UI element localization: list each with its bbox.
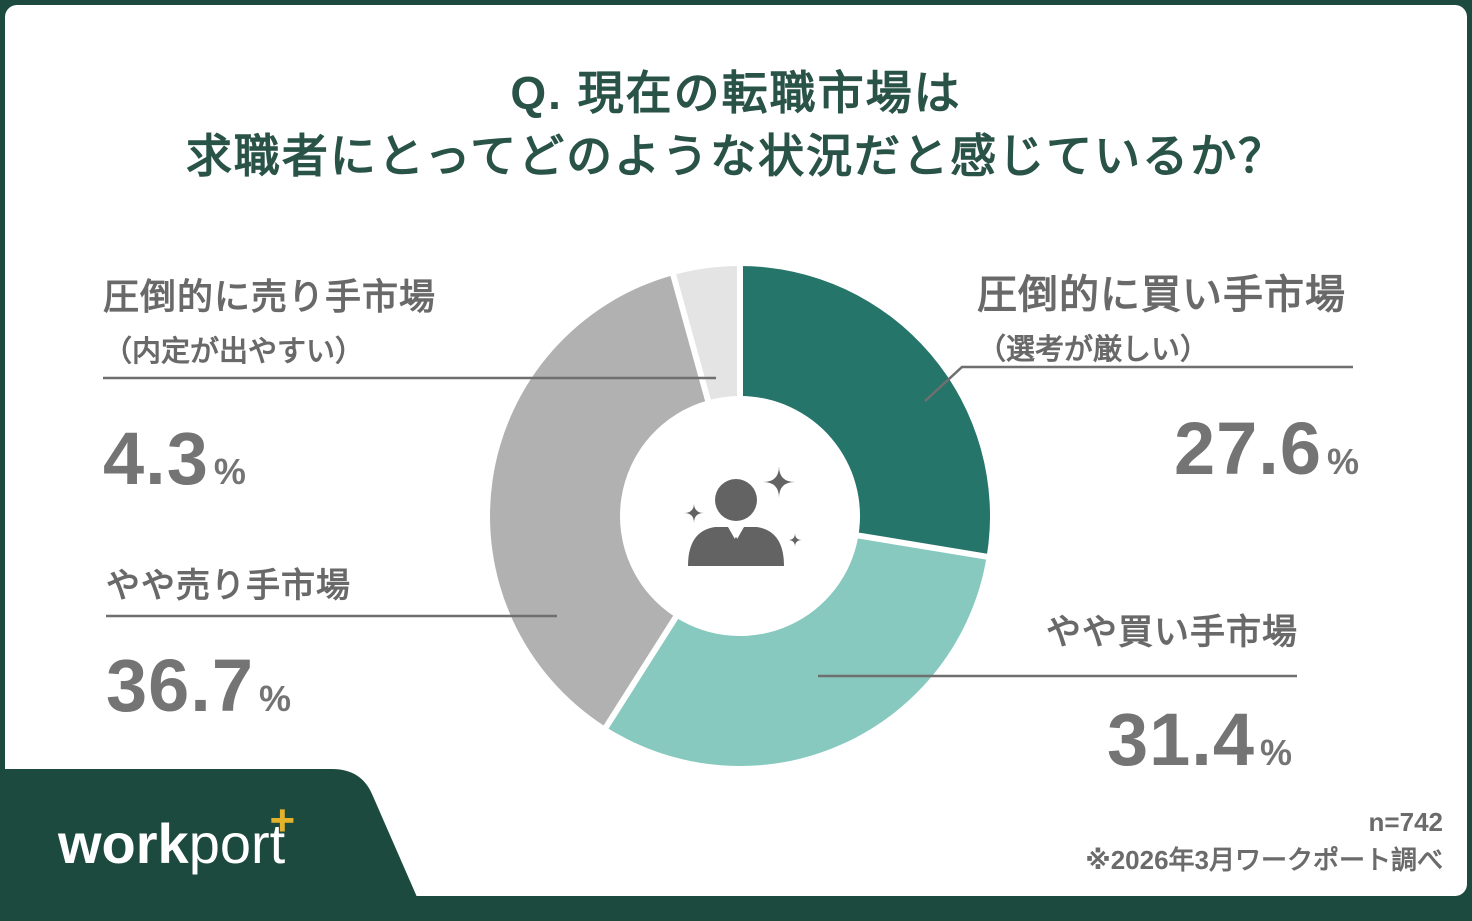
percent-sign: %	[1326, 441, 1360, 482]
leader-lines	[103, 365, 1353, 678]
donut-slices	[490, 266, 991, 766]
slice-separator	[601, 610, 682, 733]
source-note: ※2026年3月ワークポート調べ	[1085, 844, 1443, 875]
sample-size: n=742	[1368, 807, 1443, 837]
donut-slice-separators	[601, 262, 992, 733]
logo-banner	[0, 769, 417, 897]
value-number: 4.3	[103, 417, 209, 500]
callout-sell-slight: やや売り手市場 36.7%	[106, 558, 586, 723]
person-sparkle-icon	[684, 466, 802, 566]
percent-sign: %	[213, 451, 247, 492]
donut-slice	[606, 535, 987, 766]
title-line-1: Q. 現在の転職市場は	[510, 67, 962, 119]
value-number: 31.4	[1106, 698, 1255, 781]
sparkle-medium	[684, 503, 704, 523]
slice-separator	[851, 531, 992, 561]
callout-label: 圧倒的に買い手市場	[977, 273, 1346, 317]
title-line-2: 求職者にとってどのような状況だと感じているか？	[185, 130, 1287, 183]
callout-value: 36.7%	[106, 649, 586, 723]
slice-separator	[669, 270, 713, 407]
logo-text-work: work	[58, 812, 189, 875]
percent-sign: %	[1259, 732, 1293, 773]
callout-buy-slight: やや買い手市場 31.4%	[900, 604, 1298, 777]
callout-label: 圧倒的に売り手市場	[103, 276, 437, 317]
question-title: Q. 現在の転職市場は 求職者にとってどのような状況だと感じているか？	[0, 62, 1472, 189]
callout-value: 4.3%	[103, 422, 663, 496]
donut-slice	[740, 266, 991, 557]
logo-text-port: port	[188, 812, 286, 875]
callout-label: やや売り手市場	[106, 567, 351, 605]
survey-note: n=742 ※2026年3月ワークポート調べ	[1085, 806, 1443, 878]
callout-sublabel: （選考が厳しい）	[977, 334, 1210, 366]
callout-buy-strong: 圧倒的に買い手市場 （選考が厳しい） 27.6%	[977, 262, 1360, 486]
value-number: 36.7	[106, 644, 255, 727]
callout-value: 31.4%	[900, 703, 1298, 777]
logo-plus-icon: +	[269, 796, 296, 845]
workport-logo: workport +	[58, 796, 295, 876]
callout-sell-strong: 圧倒的に売り手市場 （内定が出やすい） 4.3%	[103, 268, 663, 496]
person-tie	[730, 537, 742, 566]
sparkle-small	[788, 533, 802, 547]
logo-banner-shape	[0, 769, 417, 897]
person-head	[715, 479, 757, 521]
percent-sign: %	[259, 678, 293, 719]
sparkle-large	[763, 466, 795, 498]
value-number: 27.6	[1173, 407, 1322, 490]
callout-sublabel: （内定が出やすい）	[103, 336, 365, 368]
callout-label: やや買い手市場	[1045, 613, 1298, 652]
leader-line-buy-strong	[924, 365, 1353, 402]
donut-slice	[673, 266, 740, 401]
callout-value: 27.6%	[977, 412, 1360, 486]
donut-slice	[490, 275, 708, 728]
